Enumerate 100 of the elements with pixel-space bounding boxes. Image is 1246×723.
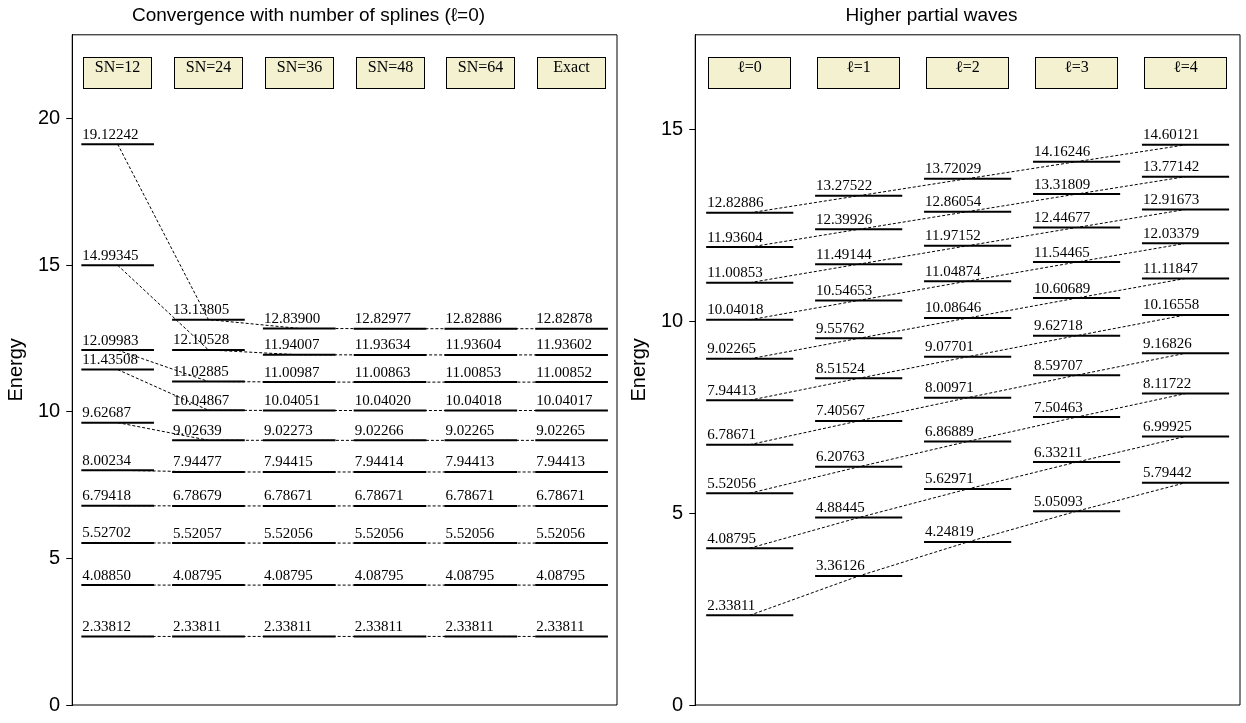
data-label: 14.16246: [1033, 143, 1091, 160]
data-label: 8.00234: [82, 451, 132, 468]
y-tick-label: 10: [38, 399, 61, 422]
data-label: 2.33811: [445, 617, 494, 634]
label-box: ℓ=3: [1035, 57, 1118, 89]
data-label: 11.00863: [354, 363, 411, 380]
data-label: 9.55762: [816, 319, 865, 336]
label-box: SN=12: [83, 57, 152, 89]
data-label: 4.08795: [263, 566, 313, 583]
data-label: 5.05093: [1033, 492, 1083, 509]
label-box: SN=48: [356, 57, 425, 89]
label-box: Exact: [537, 57, 606, 89]
data-label: 9.02639: [173, 421, 222, 438]
data-label: 5.52056: [445, 524, 495, 541]
data-label: 9.02266: [354, 421, 404, 438]
data-label: 10.04018: [707, 301, 764, 318]
data-label: 6.78671: [707, 426, 756, 443]
data-label: 5.52056: [354, 524, 404, 541]
data-label: 4.08795: [445, 566, 495, 583]
data-label: 2.33812: [82, 617, 132, 634]
y-tick-label: 20: [38, 105, 61, 128]
data-label: 6.20763: [816, 448, 865, 465]
data-label: 11.00853: [707, 264, 763, 281]
y-tick-label: 0: [672, 692, 684, 715]
data-label: 5.52056: [536, 524, 586, 541]
data-label: 7.94414: [354, 453, 404, 470]
y-tick-label: 5: [49, 545, 61, 568]
data-label: 8.11722: [1142, 375, 1192, 392]
data-label: 7.94415: [263, 453, 313, 470]
data-label: 9.62718: [1033, 317, 1083, 334]
data-label: 4.24819: [925, 523, 974, 540]
data-label: 8.59707: [1033, 356, 1084, 373]
data-label: 12.82878: [536, 310, 593, 327]
data-label: 2.33811: [536, 617, 585, 634]
data-label: 6.78671: [263, 487, 313, 504]
data-label: 19.12242: [82, 125, 139, 142]
data-label: 10.04017: [536, 391, 594, 408]
data-label: 9.62687: [82, 404, 132, 421]
data-label: 4.08795: [173, 566, 222, 583]
data-label: 3.36126: [816, 557, 866, 574]
data-label: 11.04874: [925, 262, 982, 279]
label-box: SN=64: [446, 57, 515, 89]
y-axis-title: Energy: [3, 338, 26, 402]
y-tick-label: 5: [672, 500, 684, 523]
data-label: 7.94413: [536, 453, 586, 470]
data-label: 6.86889: [925, 422, 974, 439]
data-label: 13.13805: [173, 301, 230, 318]
data-label: 11.11847: [1142, 259, 1199, 276]
data-label: 11.00852: [536, 363, 592, 380]
data-label: 11.43508: [82, 351, 139, 368]
data-label: 11.54465: [1033, 243, 1090, 260]
label-box: ℓ=1: [817, 57, 900, 89]
data-label: 12.09983: [82, 331, 139, 348]
data-label: 7.94413: [445, 453, 495, 470]
data-label: 9.07701: [925, 338, 974, 355]
data-label: 11.93604: [707, 228, 764, 245]
data-label: 8.00971: [925, 379, 974, 396]
data-label: 10.04020: [354, 391, 411, 408]
data-label: 11.93602: [536, 336, 592, 353]
label-box: SN=36: [265, 57, 334, 89]
chart-title: Convergence with number of splines (ℓ=0): [131, 3, 486, 25]
data-label: 13.77142: [1142, 158, 1200, 175]
data-label: 10.16558: [1142, 296, 1200, 313]
data-label: 6.78671: [445, 487, 495, 504]
data-label: 11.00853: [445, 363, 502, 380]
data-label: 4.08795: [536, 566, 586, 583]
data-label: 10.08646: [925, 299, 982, 316]
data-label: 2.33811: [354, 617, 403, 634]
data-label: 2.33811: [173, 617, 222, 634]
data-label: 12.86054: [925, 193, 982, 210]
data-label: 5.52056: [707, 474, 757, 491]
data-label: 12.44677: [1033, 208, 1091, 225]
data-label: 7.50463: [1033, 398, 1083, 415]
label-box: ℓ=4: [1144, 57, 1227, 89]
data-label: 11.93604: [445, 336, 502, 353]
data-label: 6.33211: [1033, 443, 1083, 460]
y-tick-label: 15: [38, 252, 61, 275]
data-label: 9.02265: [536, 421, 586, 438]
data-label: 4.08795: [707, 529, 756, 546]
data-label: 4.88445: [816, 499, 865, 516]
data-label: 12.91673: [1142, 190, 1200, 207]
data-label: 13.72029: [925, 160, 982, 177]
data-label: 6.78679: [173, 487, 222, 504]
data-label: 13.27522: [816, 177, 873, 194]
data-label: 12.82886: [707, 194, 764, 211]
data-label: 9.02265: [445, 421, 495, 438]
data-label: 9.02265: [707, 340, 756, 357]
data-label: 11.49144: [816, 245, 873, 262]
label-box: ℓ=0: [708, 57, 791, 89]
chart-title: Higher partial waves: [845, 3, 1018, 25]
data-label: 7.40567: [816, 402, 866, 419]
data-label: 7.94413: [707, 381, 756, 398]
data-label: 4.08795: [354, 566, 404, 583]
data-label: 14.99345: [82, 246, 139, 263]
y-tick-label: 10: [661, 308, 684, 331]
data-label: 5.52057: [173, 524, 223, 541]
data-label: 10.54653: [816, 281, 873, 298]
data-label: 10.04051: [263, 391, 321, 408]
y-axis-title: Energy: [626, 338, 649, 402]
data-label: 6.99925: [1142, 417, 1192, 434]
